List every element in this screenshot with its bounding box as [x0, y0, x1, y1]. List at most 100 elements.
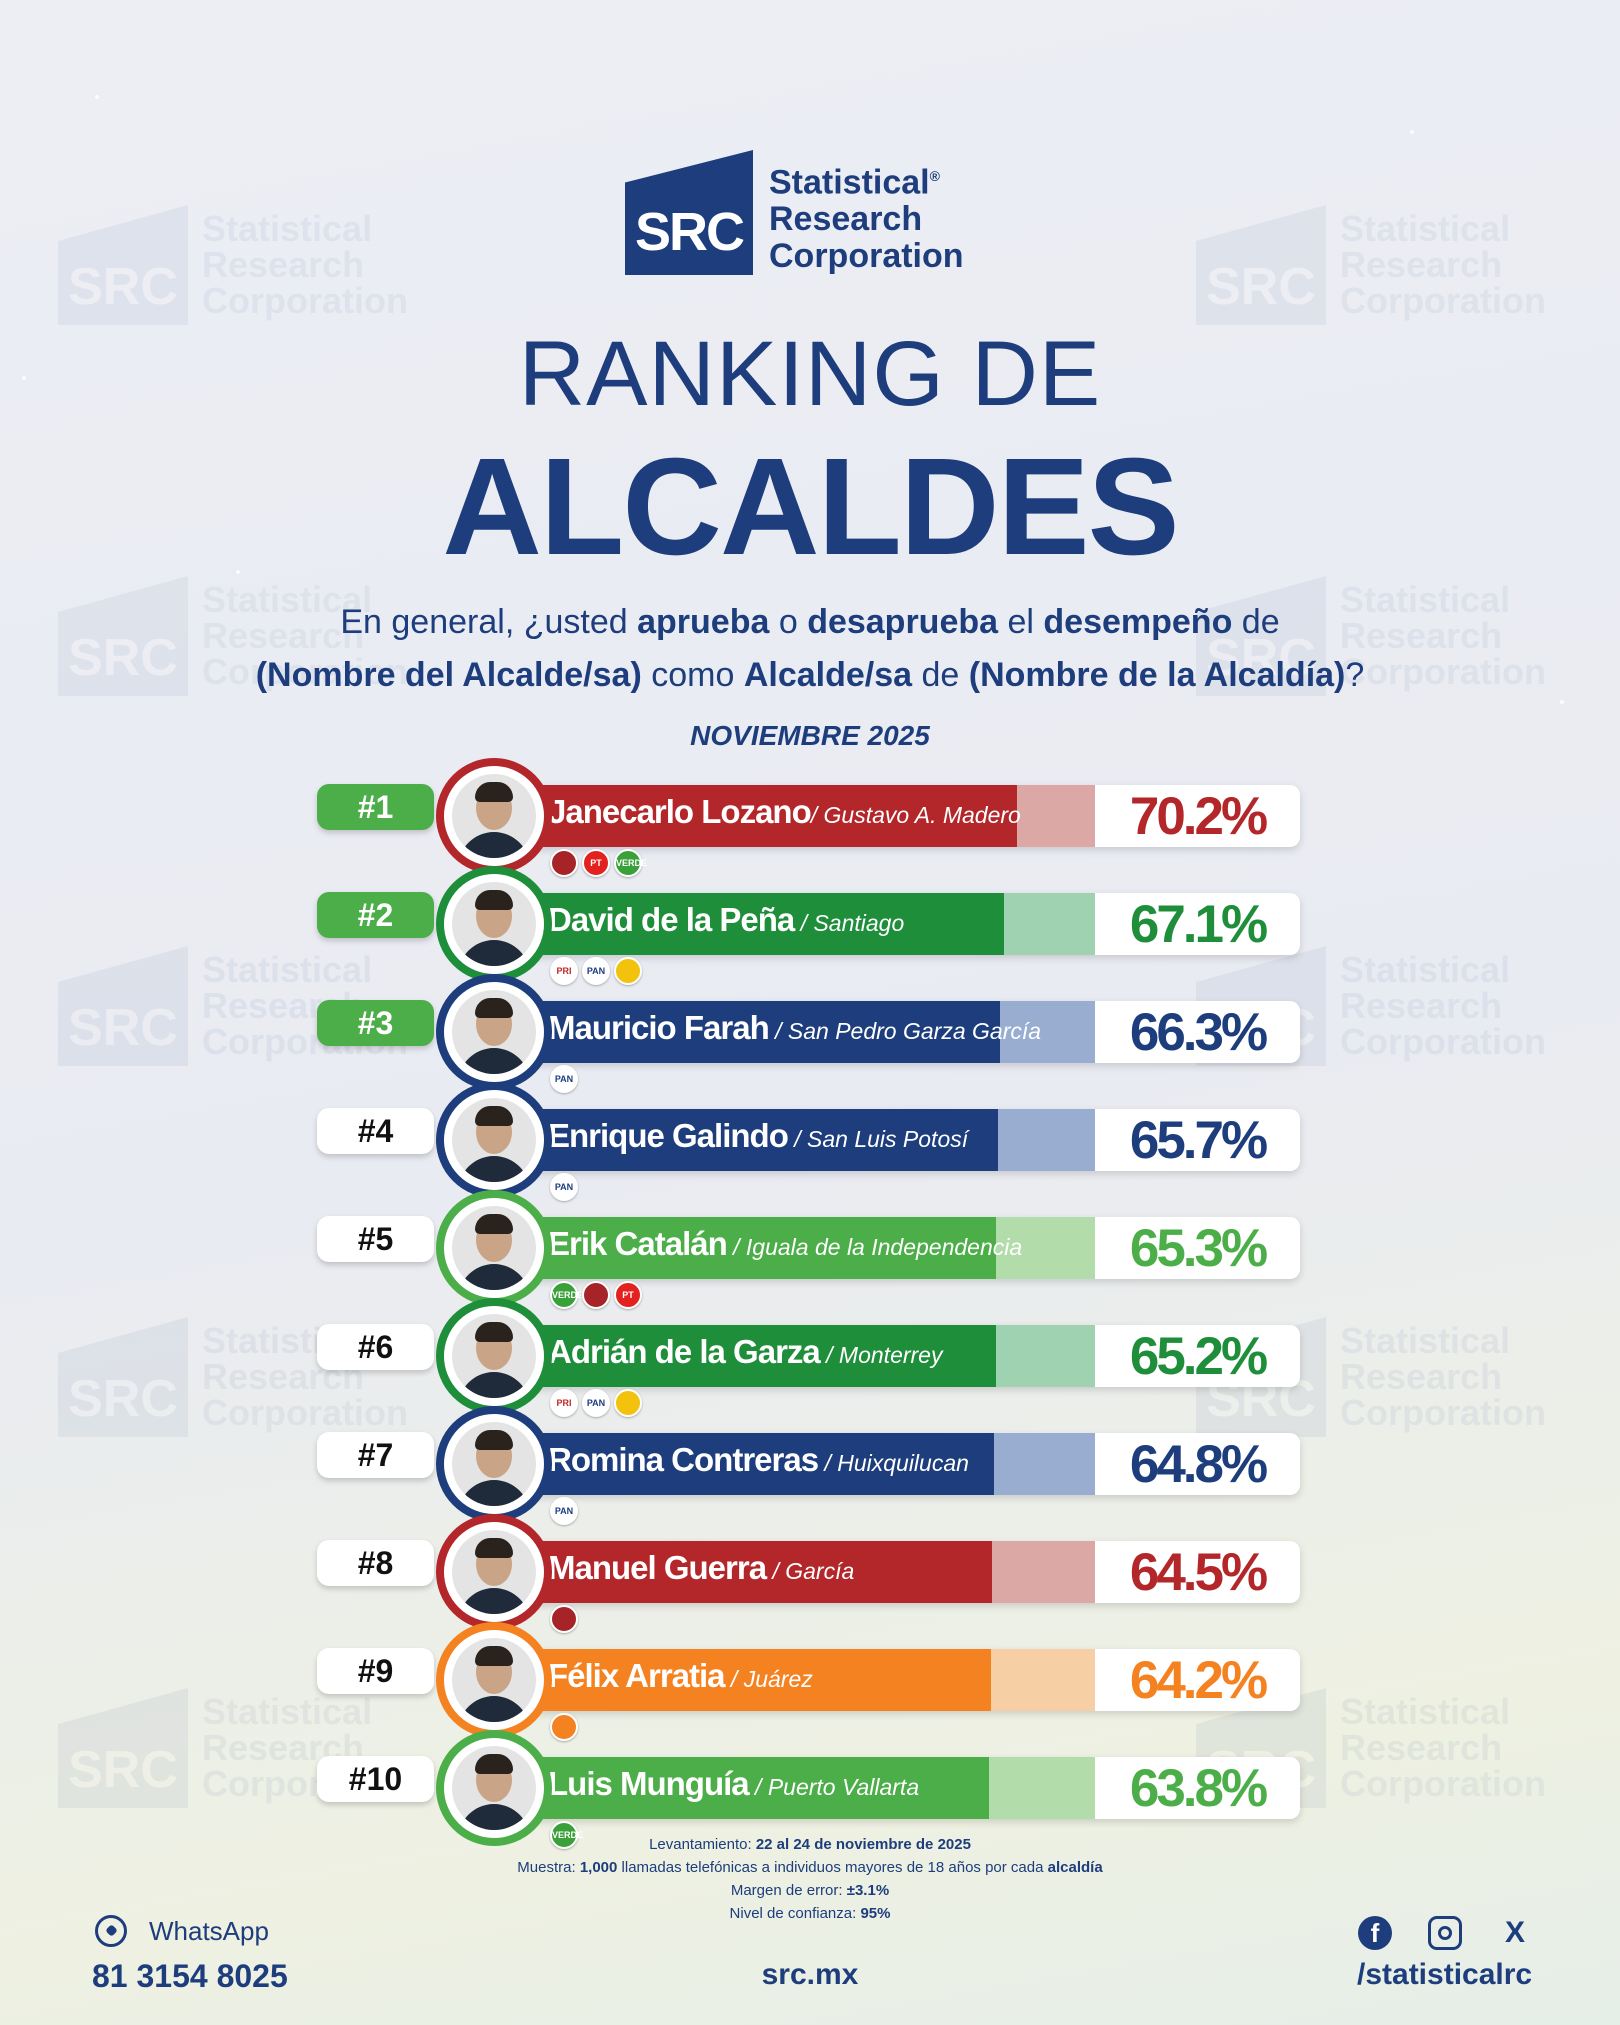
watermark-line: Research [1340, 985, 1503, 1026]
portrait-body [458, 1588, 530, 1614]
watermark-line: Statistical [1340, 1320, 1511, 1361]
party-prd-icon [614, 1389, 642, 1417]
bar-track [504, 1109, 1300, 1171]
watermark-line: Statistical [202, 208, 373, 249]
note-value: 95% [860, 1905, 891, 1922]
bar-value [504, 1217, 996, 1279]
question-text: o [769, 603, 808, 641]
mayor-name: Erik Catalán / Iguala de la Independenci… [548, 1225, 1022, 1263]
rank-badge: #2 [317, 892, 434, 938]
social-links: f X [1358, 1916, 1532, 1950]
mayor-name: Luis Munguía / Puerto Vallarta [548, 1765, 919, 1803]
portrait [452, 1422, 536, 1506]
bar-remainder [991, 1649, 1095, 1711]
logo-line: Statistical [769, 163, 930, 201]
watermark-line: Statistical [1340, 208, 1511, 249]
watermark-line: Research [202, 244, 365, 285]
question-text: de [912, 656, 969, 694]
bar-value [504, 1649, 991, 1711]
watermark-badge: SRC [1196, 205, 1326, 325]
party-logos: PAN [550, 1173, 578, 1201]
party-logos: VERDE PT [550, 1281, 642, 1309]
party-logos [550, 1713, 578, 1741]
municipality: / Huixquilucan [818, 1450, 969, 1476]
instagram-icon[interactable] [1428, 1916, 1462, 1950]
watermark-line: Statistical [202, 949, 373, 990]
municipality: / Gustavo A. Madero [810, 802, 1021, 828]
mayor-photo [436, 1298, 552, 1414]
portrait-body [458, 1264, 530, 1290]
question-emphasis: desempeño [1043, 603, 1233, 641]
watermark-line: Corporation [202, 280, 408, 321]
mayor-name-text: Romina Contreras [548, 1441, 819, 1478]
mayor-name: Félix Arratia / Juárez [548, 1657, 813, 1695]
whatsapp-link[interactable]: WhatsApp [95, 1915, 269, 1947]
mayor-photo [436, 866, 552, 982]
background-star [95, 95, 99, 99]
page-title-line2: ALCALDES [442, 430, 1179, 584]
approval-percentage: 63.8% [1129, 1759, 1268, 1818]
portrait-body [458, 940, 530, 966]
bar-value [504, 1109, 998, 1171]
bar-track [504, 785, 1300, 847]
portrait [452, 1530, 536, 1614]
ranking-row: #10 Luis Munguía / Puerto Vallarta 63.8% VE… [0, 1727, 1620, 1849]
mayor-photo [436, 974, 552, 1090]
rank-badge: #6 [317, 1324, 434, 1370]
portrait-body [458, 1372, 530, 1398]
x-icon[interactable]: X [1504, 1916, 1525, 1949]
background-star [1410, 130, 1414, 134]
social-handle[interactable]: /statisticalrc [1357, 1958, 1533, 1991]
bar-value [504, 893, 1004, 955]
mayor-name: Janecarlo Lozano/ Gustavo A. Madero [548, 793, 1021, 831]
municipality: / Santiago [794, 910, 905, 936]
portrait [452, 882, 536, 966]
background-star [1560, 700, 1564, 704]
party-pan-icon: PAN [582, 957, 610, 985]
portrait-body [458, 1696, 530, 1722]
bar-value [504, 785, 1017, 847]
question-emphasis: aprueba [637, 603, 770, 641]
party-logos: PAN [550, 1497, 578, 1525]
portrait-body [458, 832, 530, 858]
mayor-photo [436, 1622, 552, 1738]
note-label: llamadas telefónicas a individuos mayore… [617, 1859, 1048, 1876]
facebook-icon[interactable]: f [1358, 1916, 1392, 1950]
watermark-line: Corporation [202, 1392, 408, 1433]
rank-badge: #7 [317, 1432, 434, 1478]
bar-remainder [996, 1217, 1095, 1279]
party-logos: PRI PAN [550, 1389, 642, 1417]
watermark-line: Research [1340, 244, 1503, 285]
mayor-photo [436, 758, 552, 874]
note-value: ±3.1% [846, 1882, 890, 1899]
mayor-name-text: Enrique Galindo [548, 1117, 789, 1154]
phone-number[interactable]: 81 3154 8025 [92, 1958, 288, 1994]
ranking-row: #3 Mauricio Farah / San Pedro Garza Garcí… [0, 971, 1620, 1093]
portrait [452, 774, 536, 858]
bar-track [504, 1217, 1300, 1279]
portrait [452, 1746, 536, 1830]
question-emphasis: desaprueba [807, 603, 999, 641]
survey-question: En general, ¿usted aprueba o desaprueba … [160, 596, 1460, 702]
portrait-hair [475, 998, 513, 1018]
whatsapp-icon [95, 1915, 127, 1947]
portrait-hair [475, 1322, 513, 1342]
mayor-name: Enrique Galindo / San Luis Potosí [548, 1117, 968, 1155]
party-morena-icon [582, 1281, 610, 1309]
watermark-line: Statistical [1340, 949, 1511, 990]
rank-badge: #3 [317, 1000, 434, 1046]
approval-percentage: 66.3% [1129, 1003, 1268, 1062]
portrait-hair [475, 1214, 513, 1234]
rank-badge: #10 [317, 1756, 434, 1802]
note-label: Muestra: [517, 1859, 580, 1876]
website-link[interactable]: src.mx [761, 1958, 859, 1991]
logo-line: Research [769, 200, 923, 238]
logo-line: Corporation [769, 237, 964, 275]
party-morena-icon [550, 849, 578, 877]
mayor-name: Manuel Guerra / García [548, 1549, 854, 1587]
approval-percentage: 64.5% [1129, 1543, 1268, 1602]
mayor-photo [436, 1082, 552, 1198]
note-value: alcaldía [1047, 1859, 1103, 1876]
